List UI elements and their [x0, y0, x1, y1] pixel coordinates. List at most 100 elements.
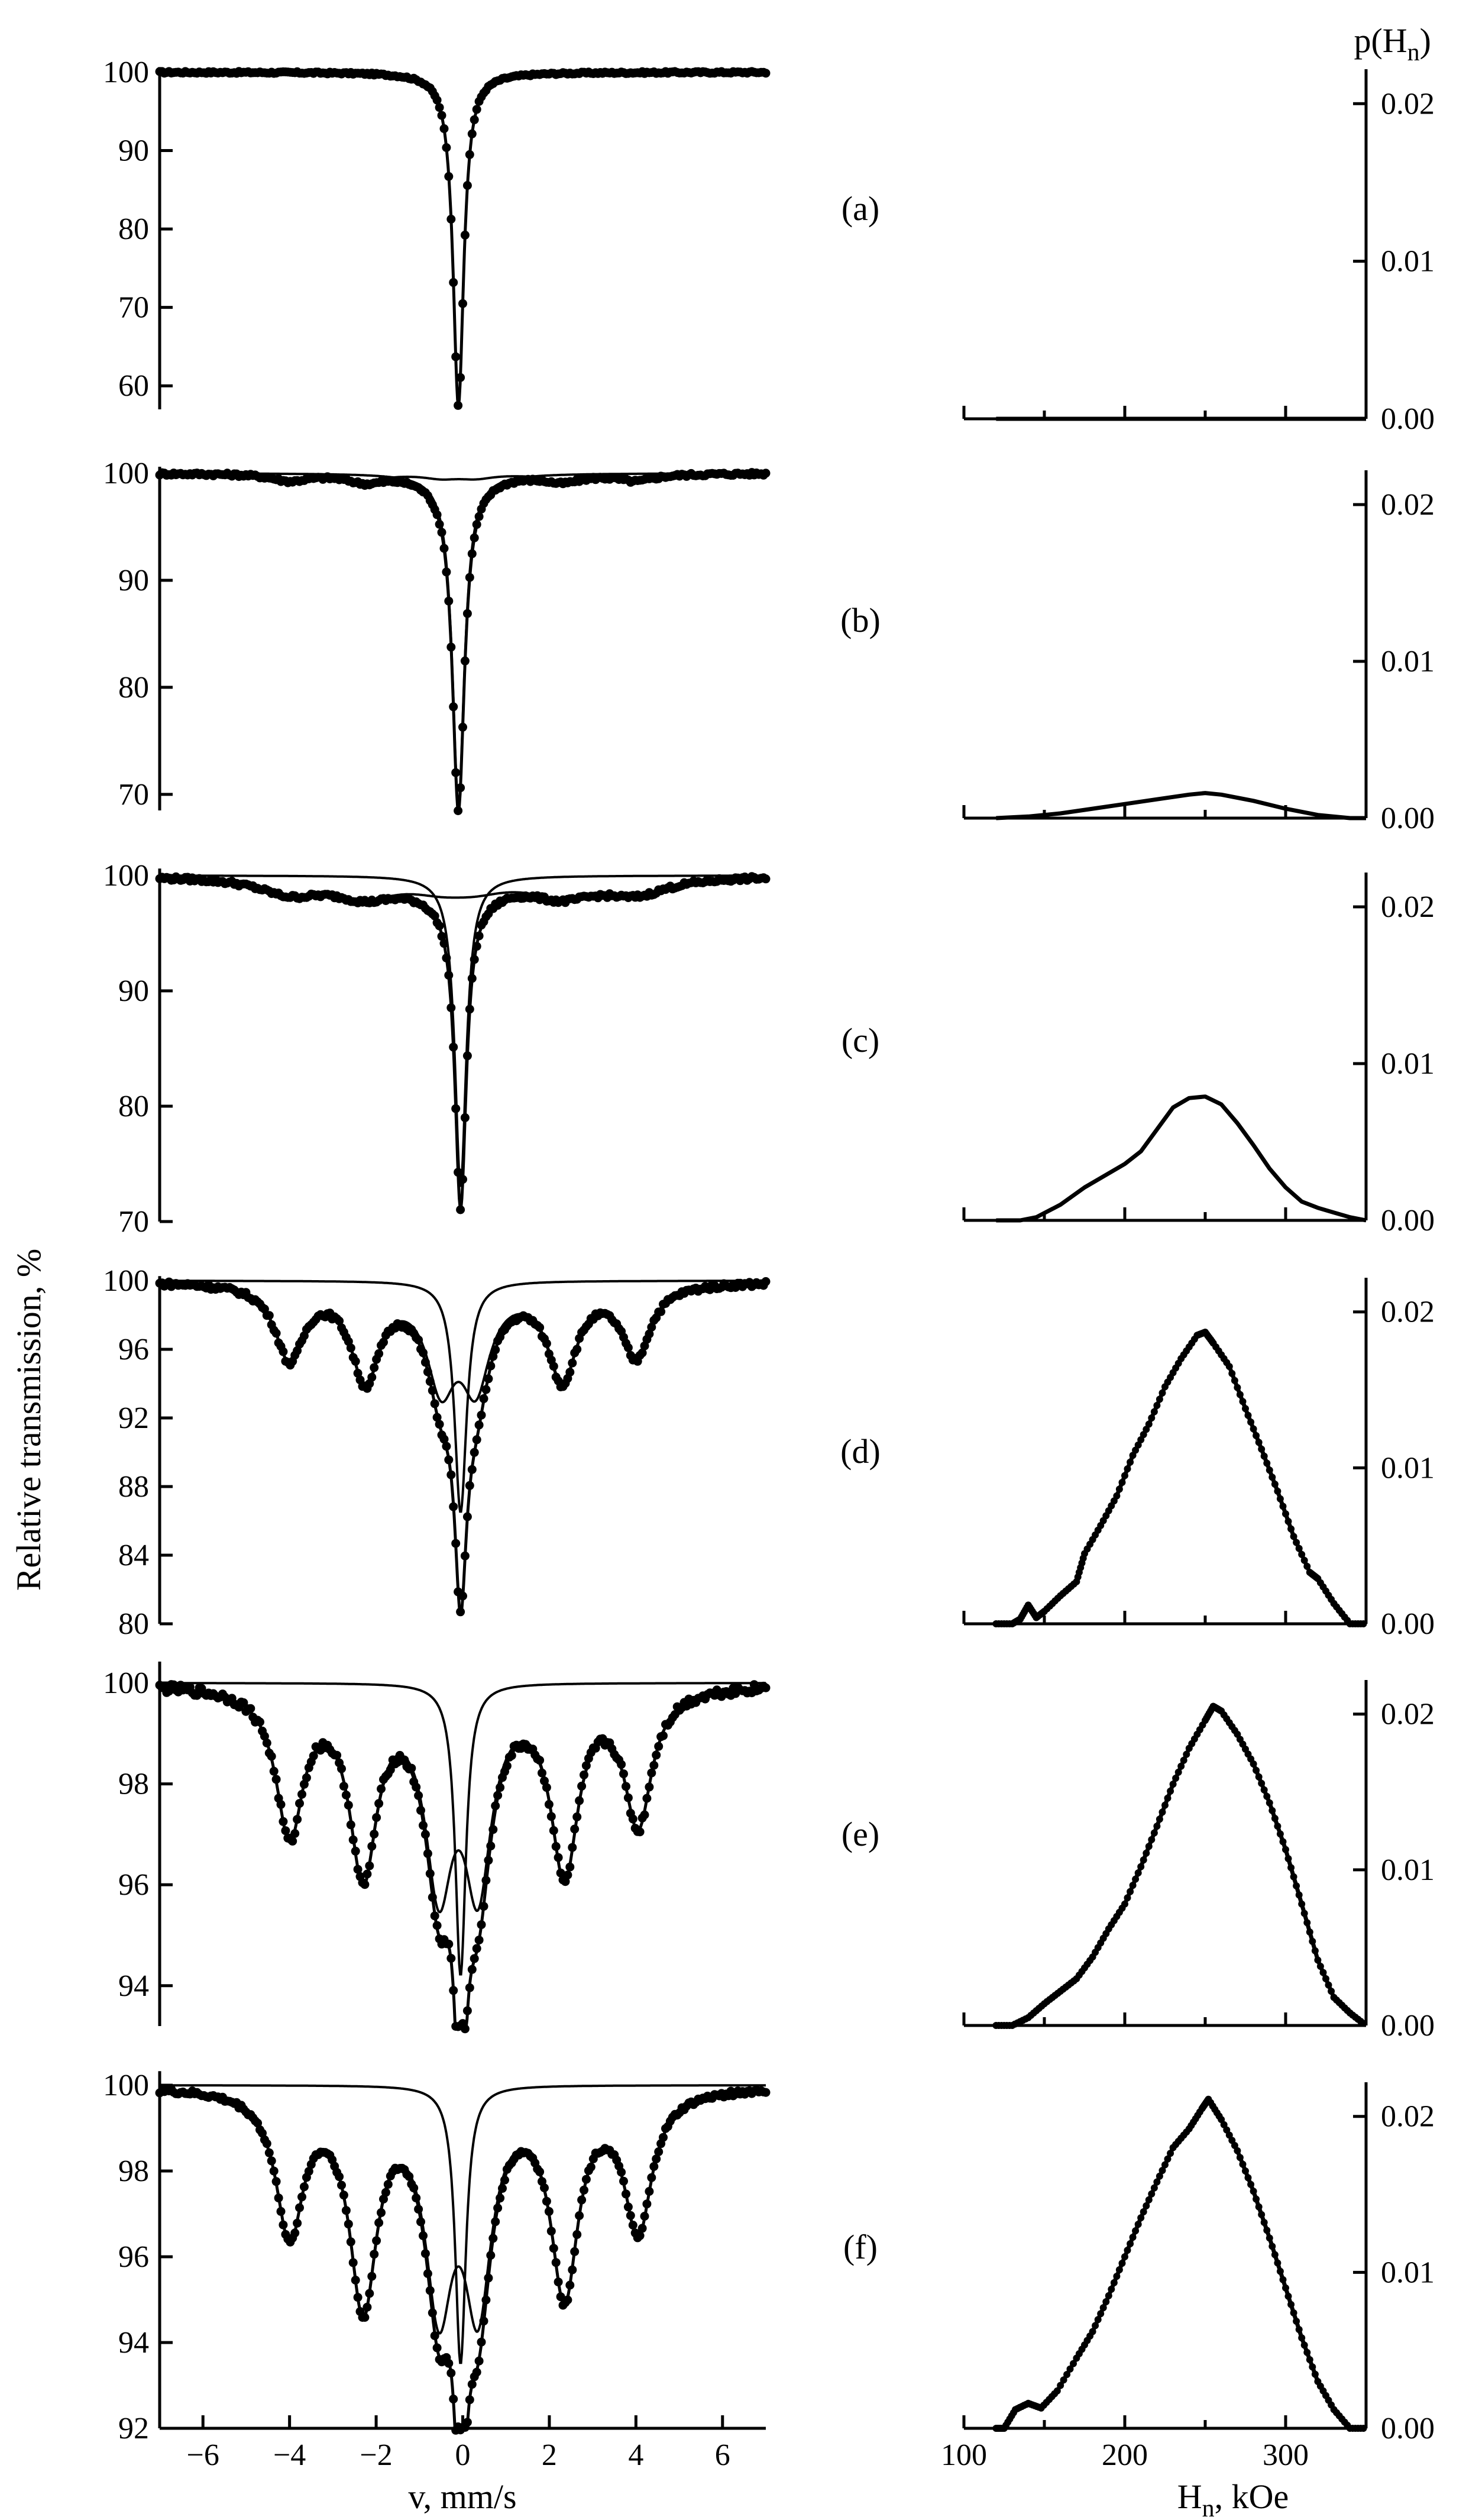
- distribution-point: [1309, 1937, 1316, 1945]
- data-point: [488, 2234, 498, 2243]
- distribution-point: [1266, 1466, 1273, 1474]
- distribution-x-tick-label: 200: [1102, 2438, 1148, 2472]
- distribution-point: [1290, 1533, 1297, 1540]
- distribution-point: [1244, 1411, 1252, 1419]
- distribution-point: [1140, 2208, 1147, 2215]
- data-point: [500, 2175, 509, 2185]
- data-point: [577, 1781, 587, 1791]
- distribution-point: [1220, 2121, 1228, 2128]
- data-point: [404, 2172, 414, 2181]
- data-point: [568, 1358, 577, 1368]
- data-point: [432, 2343, 442, 2353]
- data-point: [374, 1799, 384, 1808]
- data-point: [423, 2269, 432, 2278]
- spectrum-panel-c: 100 90 80 70: [103, 859, 771, 1239]
- distribution-point: [1134, 1869, 1142, 1877]
- distribution-point: [1127, 1888, 1134, 1895]
- data-point: [439, 939, 449, 948]
- data-point: [337, 2180, 346, 2190]
- data-point: [363, 2302, 372, 2312]
- spectrum-y-tick-label: 90: [118, 974, 149, 1008]
- data-point: [472, 1435, 481, 1445]
- data-point: [458, 722, 467, 732]
- distribution-point: [1295, 1891, 1303, 1899]
- distribution-y-tick-label: 0.00: [1381, 1607, 1435, 1641]
- data-point: [446, 1470, 456, 1479]
- data-point: [430, 1911, 439, 1921]
- data-point: [439, 1435, 449, 1444]
- distribution-point: [1300, 1556, 1308, 1564]
- data-point: [451, 1539, 461, 1548]
- data-point: [479, 1394, 488, 1403]
- data-point: [374, 2218, 384, 2227]
- data-point: [451, 1104, 461, 1113]
- distribution-point: [1263, 1792, 1271, 1800]
- data-point: [470, 533, 479, 542]
- data-point: [546, 2227, 556, 2236]
- data-point: [372, 2236, 381, 2246]
- data-point: [546, 1812, 556, 1821]
- data-point: [563, 1870, 572, 1880]
- distribution-point: [1158, 1389, 1166, 1397]
- data-point: [409, 2183, 419, 2193]
- data-point: [293, 1815, 302, 1824]
- distribution-y-tick-label: 0.01: [1381, 245, 1435, 279]
- data-point: [353, 1368, 363, 1378]
- data-point: [761, 1277, 771, 1286]
- distribution-point: [1268, 2243, 1276, 2250]
- distribution-point: [1161, 2161, 1169, 2169]
- spectrum-y-tick-label: 88: [118, 1470, 149, 1504]
- data-point: [419, 1348, 428, 1358]
- distribution-point: [1089, 2328, 1096, 2335]
- spectrum-y-tick-label: 80: [118, 212, 149, 246]
- distribution-point: [1137, 2214, 1145, 2222]
- distribution-point: [1145, 1843, 1153, 1850]
- distribution-y-tick-label: 0.02: [1381, 2100, 1435, 2134]
- distribution-curve: [996, 791, 1366, 820]
- data-point: [360, 2313, 370, 2322]
- data-point: [416, 1805, 425, 1815]
- data-point: [640, 1810, 649, 1820]
- data-point: [367, 2272, 377, 2281]
- data-point: [554, 1853, 563, 1862]
- distribution-point: [1148, 1836, 1156, 1843]
- distribution-point: [1113, 1492, 1121, 1500]
- right-x-title-main: H: [1177, 2477, 1202, 2516]
- left-x-axis-title: v, mm/s: [408, 2477, 516, 2516]
- distribution-point: [1150, 1408, 1158, 1416]
- data-point: [496, 1783, 505, 1792]
- data-point: [637, 2224, 647, 2233]
- data-point: [279, 1817, 288, 1826]
- distribution-point: [1161, 1801, 1169, 1809]
- distribution-point: [1239, 1398, 1247, 1406]
- distribution-point: [1309, 2363, 1316, 2371]
- data-point: [456, 1205, 465, 1214]
- data-point: [239, 1698, 248, 1707]
- distribution-point: [1150, 1829, 1158, 1837]
- data-point: [304, 2167, 313, 2176]
- data-point: [462, 2006, 472, 2015]
- distribution-point: [1250, 2188, 1257, 2195]
- distribution-panel-d: 0.00 0.01 0.02: [962, 1278, 1435, 1641]
- distribution-point: [1164, 2155, 1171, 2163]
- distribution-panel-f: 0.00 0.01 0.02 100 200 300: [941, 2082, 1435, 2472]
- distribution-y-tick-label: 0.01: [1381, 1451, 1435, 1485]
- panel-letters: (a) (b) (c) (d) (e) (f): [840, 189, 881, 2266]
- data-point: [645, 1329, 654, 1339]
- data-point: [370, 1830, 379, 1839]
- distribution-curve: [996, 1330, 1366, 1626]
- data-point: [467, 1465, 477, 1474]
- distribution-panel-a: 0.00 0.01 0.02: [962, 69, 1435, 436]
- data-point: [623, 1793, 633, 1802]
- distribution-point: [1057, 2382, 1064, 2389]
- data-point: [365, 2289, 374, 2298]
- data-point: [470, 115, 479, 124]
- data-point: [581, 2175, 591, 2184]
- data-point: [335, 2172, 344, 2182]
- data-point: [288, 1836, 297, 1846]
- distribution-point: [1266, 1799, 1273, 1807]
- data-point: [577, 2195, 587, 2205]
- spectrum-x-tick-label: −4: [273, 2438, 306, 2472]
- data-point: [383, 2180, 393, 2189]
- distribution-point: [1300, 1910, 1308, 1917]
